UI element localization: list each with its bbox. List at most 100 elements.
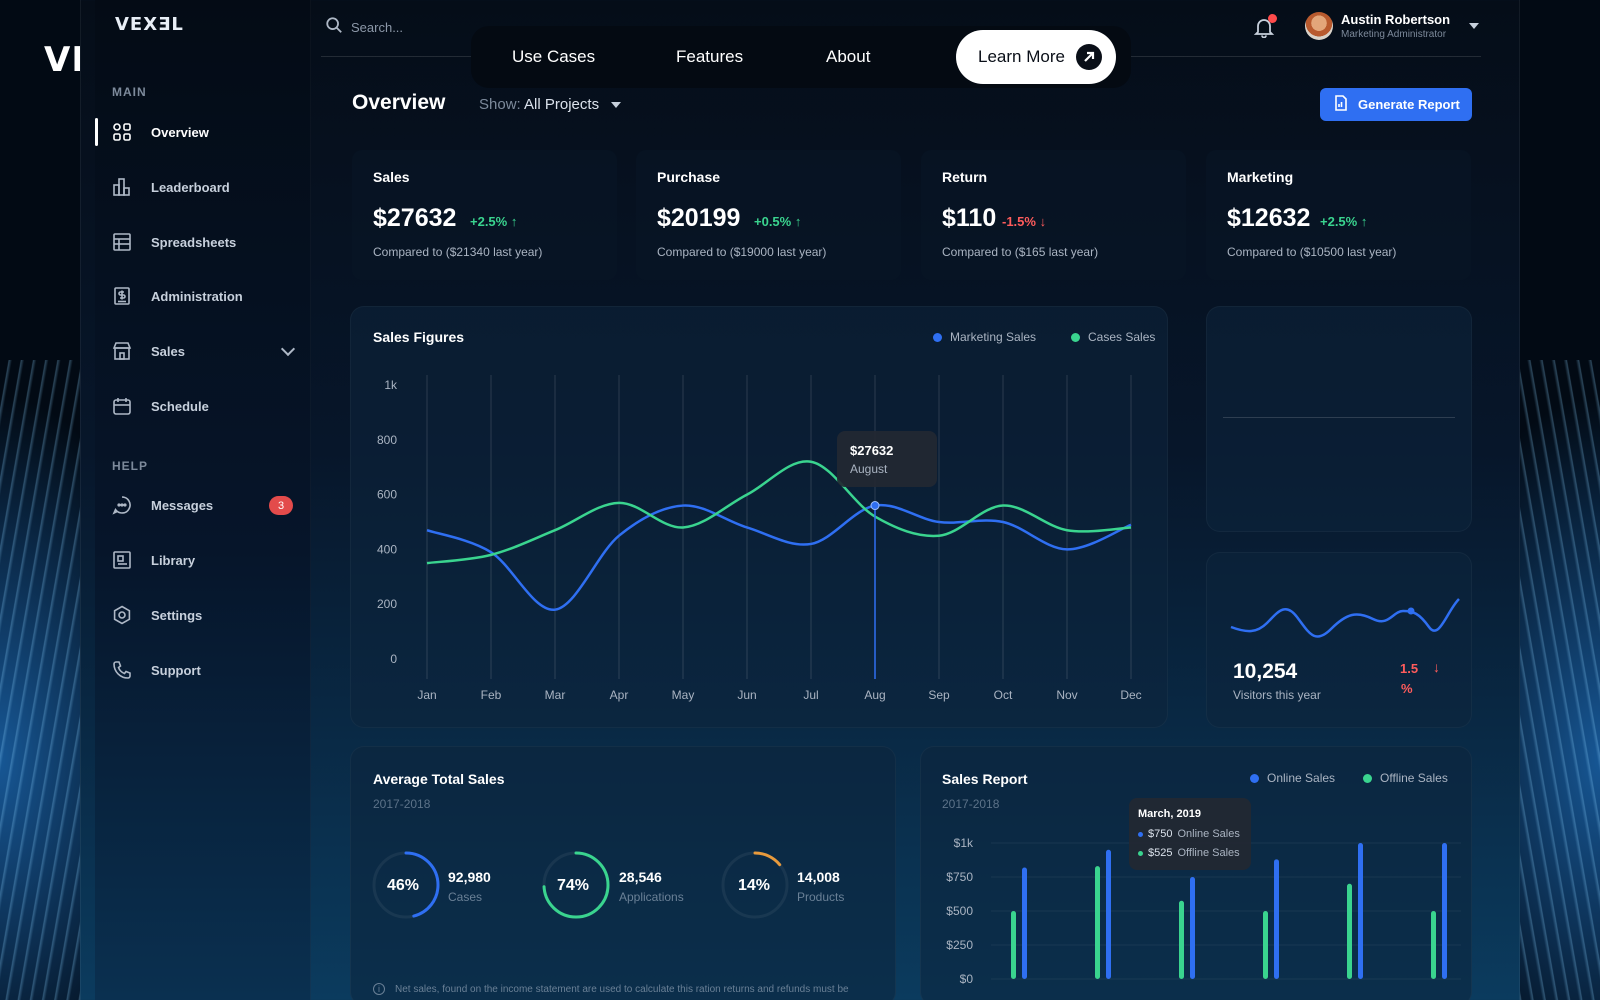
bar-online-sales <box>1358 843 1363 979</box>
ring-charts <box>372 851 789 919</box>
filter-label: Show: <box>479 96 521 113</box>
sidebar-item-sales[interactable]: Sales <box>95 333 311 369</box>
chart-subtitle: 2017-2018 <box>942 797 1000 811</box>
info-icon: i <box>373 983 385 995</box>
ring-arc <box>372 851 440 919</box>
average-total-sales-card: Average Total Sales 2017-2018 46% 92,980… <box>350 746 896 1000</box>
stat-value: $20199 <box>657 204 741 232</box>
series-line-cases-sales <box>426 460 1132 565</box>
sidebar-item-support[interactable]: Support <box>95 652 311 688</box>
nav-link-features[interactable]: Features <box>676 47 744 66</box>
bar-offline-sales <box>1431 911 1436 979</box>
x-tick-label: Jan <box>417 688 436 702</box>
sidebar-item-label: Leaderboard <box>151 179 230 195</box>
sidebar-item-spreadsheets[interactable]: Spreadsheets <box>95 224 311 260</box>
search-input[interactable] <box>351 20 511 35</box>
bar-online-sales <box>1190 877 1195 979</box>
legend-offline-sales[interactable]: Offline Sales <box>1363 771 1448 785</box>
avatar[interactable] <box>1305 12 1333 40</box>
sidebar-item-administration[interactable]: Administration <box>95 278 311 314</box>
legend-online-sales[interactable]: Online Sales <box>1250 771 1335 785</box>
sidebar-item-label: Schedule <box>151 398 209 414</box>
visitors-delta-unit: % <box>1401 681 1413 696</box>
y-tick-label: 400 <box>377 542 397 556</box>
visitors-label: Visitors this year <box>1233 688 1321 702</box>
stat-card-marketing: Marketing $12632 +2.5% ↑ Compared to ($1… <box>1206 150 1471 280</box>
sidebar-item-messages[interactable]: Messages 3 <box>95 487 311 523</box>
bar-offline-sales <box>1095 866 1100 979</box>
dashboard-window: VEXƎL MAIN Overview Leaderboard Spreadsh… <box>80 0 1520 1000</box>
chat-icon <box>111 494 133 516</box>
sales-figures-card: Sales Figures Marketing Sales Cases Sale… <box>350 306 1168 728</box>
stat-delta: +2.5% ↑ <box>470 214 518 229</box>
ring-percent: 74% <box>557 877 590 894</box>
visitors-value: 10,254 <box>1233 660 1298 683</box>
chevron-down-icon[interactable] <box>280 341 296 357</box>
ring-value: 14,008 <box>797 869 840 885</box>
tooltip-offline: $525 Offline Sales <box>1138 847 1240 859</box>
y-tick-label: 1k <box>384 378 398 392</box>
bar-offline-sales <box>1347 883 1352 979</box>
visitors-card: 10,254 Visitors this year 1.5 % ↓ <box>1206 552 1472 728</box>
sidebar: VEXƎL MAIN Overview Leaderboard Spreadsh… <box>95 0 311 1000</box>
bar-offline-sales <box>1263 911 1268 979</box>
sparkline-point <box>1407 607 1415 615</box>
y-tick-label: $750 <box>946 870 973 884</box>
tooltip-label: August <box>850 462 888 476</box>
sidebar-item-library[interactable]: Library <box>95 542 311 578</box>
bar-online-sales <box>1106 849 1111 979</box>
generate-report-button[interactable]: Generate Report <box>1320 88 1472 121</box>
library-icon <box>111 549 133 571</box>
nav-link-use-cases[interactable]: Use Cases <box>512 47 596 66</box>
tooltip-swatch <box>1138 831 1143 837</box>
x-tick-label: May <box>672 688 695 702</box>
unread-badge: 3 <box>269 496 293 515</box>
notifications-button[interactable] <box>1253 14 1277 39</box>
legend-marketing-sales[interactable]: Marketing Sales <box>933 330 1036 344</box>
sidebar-item-settings[interactable]: Settings <box>95 597 311 633</box>
stat-delta: +2.5% ↑ <box>1320 214 1368 229</box>
sidebar-item-schedule[interactable]: Schedule <box>95 388 311 424</box>
stat-compare: Compared to ($10500 last year) <box>1227 245 1397 259</box>
arrow-up-right-icon <box>1076 44 1102 70</box>
learn-more-button[interactable]: Learn More <box>956 30 1116 84</box>
phone-icon <box>111 659 133 681</box>
generate-report-label: Generate Report <box>1358 97 1460 112</box>
sales-report-card: Sales Report 2017-2018 Online Sales Offl… <box>920 746 1472 1000</box>
search-icon <box>325 16 343 39</box>
x-tick-label: Aug <box>864 688 885 702</box>
ring-sublabel: Products <box>797 890 845 904</box>
sidebar-item-overview[interactable]: Overview <box>95 114 311 150</box>
x-tick-label: Mar <box>545 688 566 702</box>
stat-compare: Compared to ($165 last year) <box>942 245 1099 259</box>
ring-sublabel: Cases <box>448 890 483 904</box>
background-pattern-right <box>1510 360 1600 1000</box>
x-tick-label: Dec <box>1120 688 1141 702</box>
stat-value: $12632 <box>1227 204 1311 232</box>
ring-arc <box>542 851 610 919</box>
arrow-down-icon: ↓ <box>1433 659 1440 675</box>
footnote-text: Net sales, found on the income statement… <box>395 983 849 995</box>
sidebar-item-label: Spreadsheets <box>151 234 237 250</box>
legend-cases-sales[interactable]: Cases Sales <box>1071 330 1155 344</box>
stat-title: Purchase <box>657 169 721 185</box>
tooltip-value: $27632 <box>850 443 894 458</box>
bell-icon <box>1253 19 1275 42</box>
notification-dot <box>1268 14 1277 23</box>
user-menu-caret-icon[interactable] <box>1469 23 1479 29</box>
project-filter-select[interactable]: Show: All Projects <box>479 96 622 113</box>
stat-title: Marketing <box>1227 169 1294 185</box>
stat-value: $27632 <box>373 204 457 232</box>
background-pattern-left <box>0 360 90 1000</box>
chart-tooltip: $27632 August <box>837 431 937 487</box>
y-tick-label: $250 <box>946 938 973 952</box>
user-name[interactable]: Austin Robertson <box>1341 12 1451 27</box>
stat-delta: -1.5% ↓ <box>1002 214 1047 229</box>
nav-link-about[interactable]: About <box>826 47 871 66</box>
sidebar-item-leaderboard[interactable]: Leaderboard <box>95 169 311 205</box>
user-role: Marketing Administrator <box>1341 29 1447 40</box>
bar-offline-sales <box>1179 900 1184 979</box>
x-tick-label: Feb <box>481 688 502 702</box>
ring-arc <box>721 851 789 919</box>
stat-card-purchase: Purchase $20199 +0.5% ↑ Compared to ($19… <box>636 150 901 280</box>
